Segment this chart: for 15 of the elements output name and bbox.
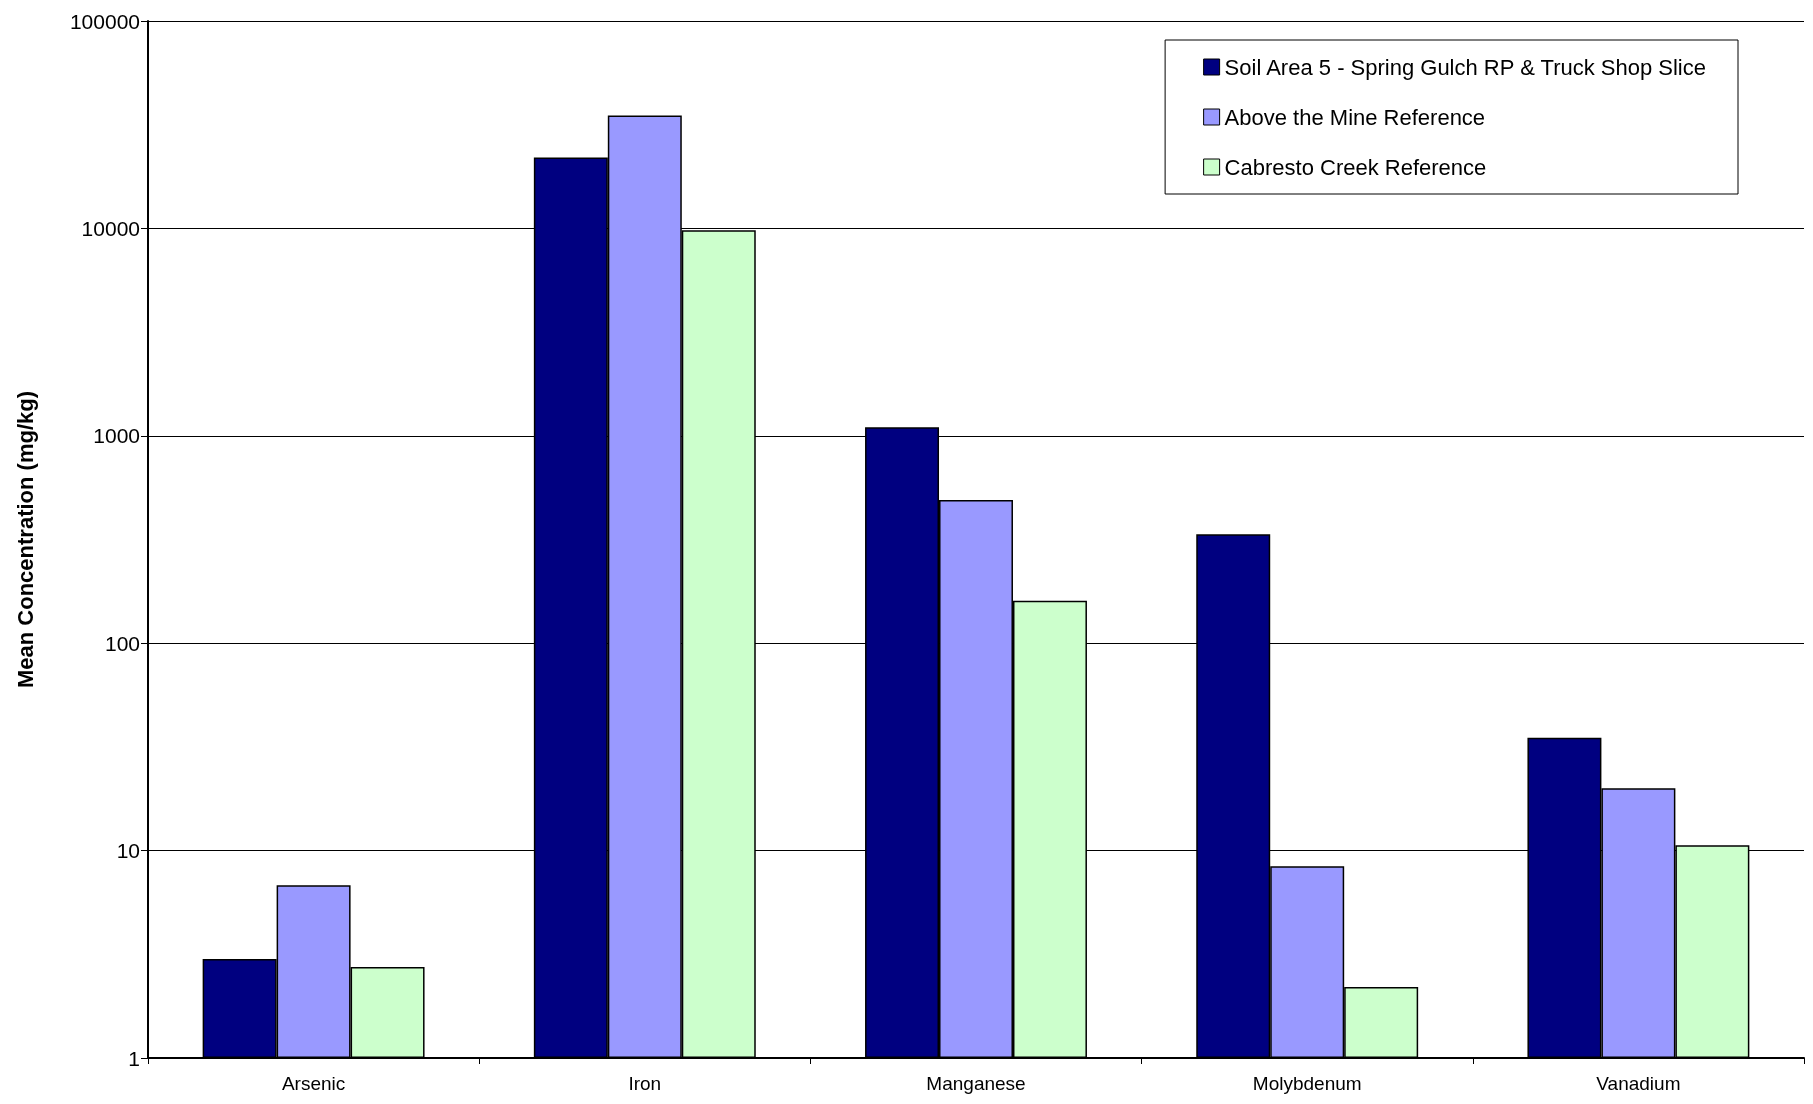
y-tick-label: 10000 <box>81 216 140 240</box>
x-tick-label: Manganese <box>926 1073 1026 1094</box>
legend-label: Soil Area 5 - Spring Gulch RP & Truck Shop Slice <box>1224 54 1706 80</box>
x-tick-label: Vanadium <box>1596 1073 1681 1094</box>
y-tick-label: 1 <box>128 1046 140 1070</box>
x-tick-label: Molybdenum <box>1252 1073 1362 1094</box>
x-tick-label: Arsenic <box>281 1073 346 1094</box>
y-tick-label: 10 <box>116 839 140 863</box>
y-tick-label: 1000 <box>93 424 140 448</box>
legend-label: Above the Mine Reference <box>1224 104 1486 130</box>
legend-label: Cabresto Creek Reference <box>1224 154 1487 180</box>
y-tick-label: 100 <box>104 631 140 655</box>
y-tick-label: 100000 <box>69 9 140 33</box>
y-axis-title: Mean Concentration (mg/kg) <box>12 390 38 689</box>
x-tick-label: Iron <box>628 1073 662 1094</box>
